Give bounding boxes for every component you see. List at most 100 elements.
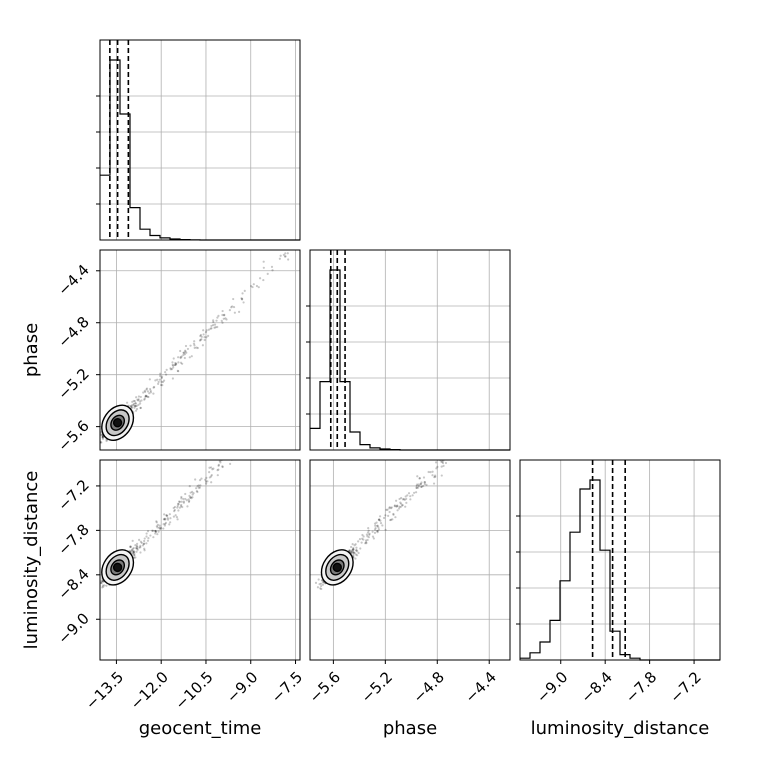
sample-point: [129, 545, 132, 548]
sample-point: [223, 313, 226, 316]
sample-point: [377, 518, 380, 521]
sample-point: [462, 437, 464, 439]
sample-point: [376, 524, 379, 528]
sample-point: [131, 552, 134, 555]
sample-point: [209, 466, 213, 469]
sample-point: [163, 517, 166, 520]
sample-point: [354, 557, 357, 560]
sample-point: [386, 300, 388, 302]
sample-point: [403, 498, 406, 501]
sample-point: [359, 323, 361, 325]
sample-point: [285, 397, 287, 399]
sample-point: [266, 272, 269, 275]
sample-point: [469, 433, 471, 435]
sample-point: [162, 527, 165, 530]
sample-point: [364, 542, 367, 545]
sample-point: [376, 531, 379, 534]
sample-point: [250, 284, 253, 288]
sample-point: [318, 368, 320, 370]
sample-point: [135, 547, 139, 550]
sample-point: [415, 483, 419, 486]
sample-point: [200, 338, 203, 341]
sample-point: [166, 517, 169, 520]
sample-point: [177, 509, 180, 512]
sample-point: [100, 579, 103, 582]
sample-point: [318, 357, 320, 359]
sample-point: [382, 516, 386, 520]
sample-point: [100, 581, 103, 585]
sample-point: [501, 406, 503, 408]
sample-point: [212, 323, 215, 327]
sample-point: [290, 396, 292, 398]
y-tick-label: −7.2: [54, 476, 92, 514]
sample-point: [97, 590, 99, 592]
sample-point: [434, 474, 437, 477]
sample-point: [217, 314, 220, 317]
sample-point: [199, 333, 203, 337]
scatter-points: [97, 300, 388, 592]
sample-point: [184, 492, 187, 496]
sample-point: [384, 514, 387, 517]
sample-point: [219, 461, 222, 464]
sample-point: [143, 549, 146, 552]
sample-point: [169, 368, 172, 371]
sample-point: [316, 586, 320, 589]
sample-point: [376, 524, 379, 527]
panel-frame: [519, 459, 721, 661]
sample-point: [405, 501, 408, 504]
sample-point: [287, 258, 290, 261]
sample-point: [367, 536, 370, 539]
sample-point: [434, 475, 437, 478]
sample-point: [195, 487, 198, 490]
sample-point: [379, 519, 382, 522]
sample-point: [392, 513, 395, 516]
sample-point: [350, 551, 353, 554]
sample-point: [293, 384, 295, 386]
sample-point: [302, 237, 304, 239]
sample-point: [160, 380, 163, 383]
sample-point: [479, 433, 481, 435]
density-contour: [112, 562, 123, 573]
sample-point: [139, 551, 142, 554]
sample-point: [418, 477, 421, 480]
sample-point: [100, 580, 103, 583]
sample-point: [164, 521, 168, 524]
sample-point: [101, 437, 105, 440]
sample-point: [184, 497, 187, 501]
sample-point: [441, 460, 444, 463]
sample-point: [174, 362, 177, 365]
sample-point: [161, 384, 164, 387]
sample-point: [138, 400, 142, 403]
sample-point: [375, 521, 378, 524]
sample-point: [365, 542, 368, 545]
sample-point: [375, 530, 379, 533]
sample-point: [401, 504, 404, 507]
sample-point: [419, 482, 423, 486]
sample-point: [221, 465, 224, 468]
x-axis-label-luminosity_distance: luminosity_distance: [531, 718, 710, 739]
sample-point: [433, 475, 436, 479]
sample-point: [129, 405, 132, 408]
y-tick-label: −4.4: [54, 261, 92, 299]
sample-point: [131, 400, 134, 403]
sample-point: [216, 474, 219, 477]
sample-point: [210, 324, 213, 328]
sample-point: [189, 496, 192, 499]
sample-point: [240, 298, 244, 301]
y-tick-label: −9.0: [54, 609, 92, 647]
sample-point: [97, 580, 99, 582]
sample-point: [176, 506, 179, 509]
sample-point: [288, 394, 290, 396]
sample-point: [459, 447, 461, 449]
sample-point: [423, 481, 426, 484]
sample-point: [279, 402, 281, 404]
sample-point: [221, 321, 224, 324]
sample-point: [129, 405, 133, 408]
sample-point: [321, 583, 325, 586]
sample-point: [475, 426, 477, 428]
sample-point: [431, 474, 434, 477]
sample-point: [307, 371, 309, 373]
sample-point: [134, 402, 137, 405]
sample-point: [139, 546, 142, 549]
sample-point: [459, 443, 461, 445]
